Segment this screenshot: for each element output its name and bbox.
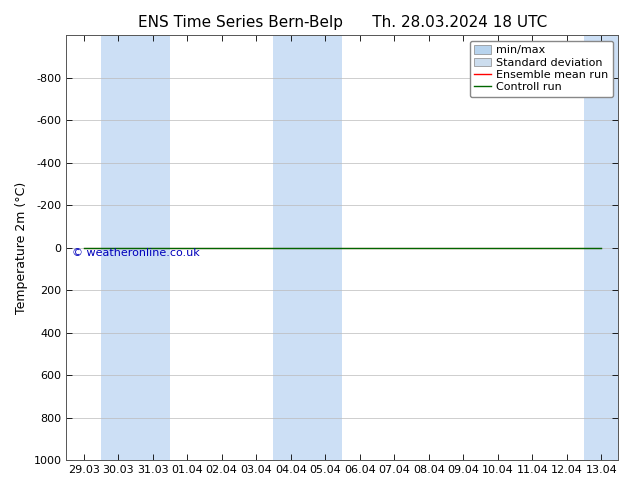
Y-axis label: Temperature 2m (°C): Temperature 2m (°C) bbox=[15, 182, 28, 314]
Bar bbox=[308, 35, 342, 460]
Bar bbox=[273, 35, 308, 460]
Title: ENS Time Series Bern-Belp      Th. 28.03.2024 18 UTC: ENS Time Series Bern-Belp Th. 28.03.2024… bbox=[138, 15, 547, 30]
Text: © weatheronline.co.uk: © weatheronline.co.uk bbox=[72, 248, 200, 258]
Legend: min/max, Standard deviation, Ensemble mean run, Controll run: min/max, Standard deviation, Ensemble me… bbox=[470, 41, 613, 97]
Bar bbox=[136, 35, 170, 460]
Bar bbox=[584, 35, 619, 460]
Bar bbox=[101, 35, 136, 460]
